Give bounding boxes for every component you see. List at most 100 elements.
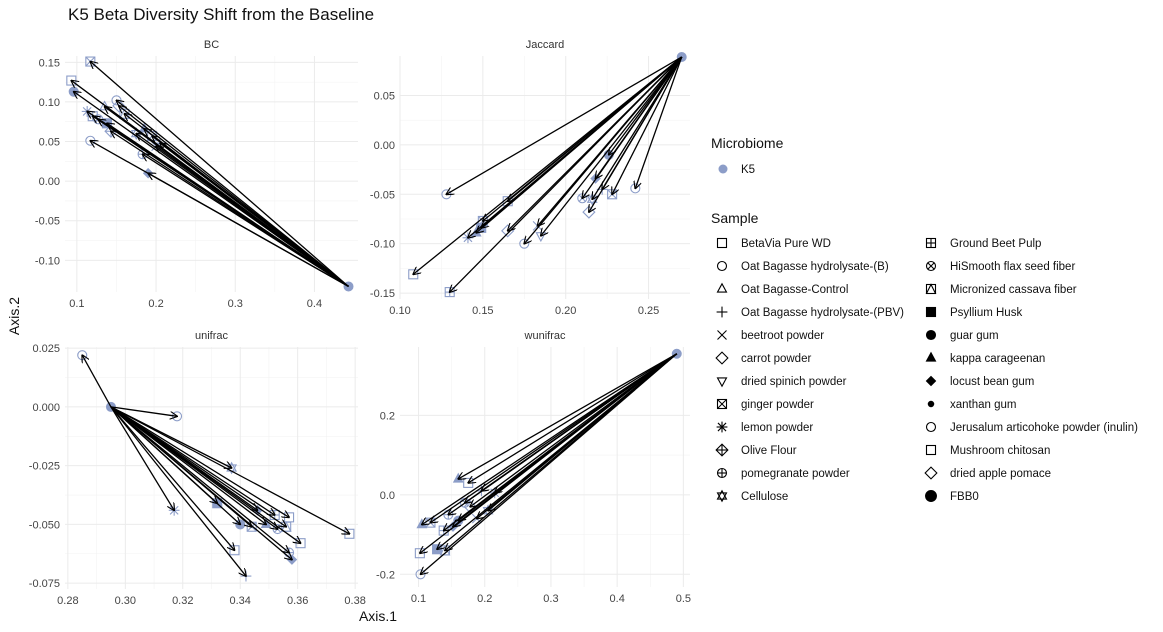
- sample-point: [582, 205, 596, 219]
- x-axis-title: Axis.1: [359, 608, 397, 624]
- legend-label-k5: K5: [741, 164, 755, 176]
- shift-arrow: [592, 56, 683, 199]
- legend-item: locust bean gum: [925, 375, 1034, 388]
- legend-label: Oat Bagasse hydrolysate-(PBV): [741, 307, 904, 319]
- legend-key-shape: [716, 260, 728, 272]
- shift-arrow: [110, 406, 286, 527]
- y-axis-title: Axis.2: [6, 297, 22, 335]
- y-tick-label: 0.00: [39, 176, 60, 188]
- sample-legend-items: BetaVia Pure WD Oat Bagasse hydrolysate-(…: [715, 237, 1138, 503]
- y-tick-label: -0.10: [35, 255, 60, 267]
- x-tick-label: 0.3: [543, 593, 558, 605]
- y-tick-label: -0.15: [370, 288, 395, 300]
- legend-item: HiSmooth flax seed fiber: [925, 260, 1075, 273]
- shift-arrow: [458, 353, 678, 479]
- legend-key-shape: [925, 490, 937, 502]
- legend-item: Oat Bagasse hydrolysate-(B): [716, 260, 889, 273]
- legend-label: FBB0: [950, 491, 979, 503]
- legend-key-shape: [716, 237, 728, 249]
- legend-item: dried apple pomace: [924, 466, 1051, 480]
- legend-label: carrot powder: [741, 353, 811, 365]
- legend-item: Oat Bagasse hydrolysate-(PBV): [716, 306, 904, 319]
- legend-label: beetroot powder: [741, 330, 824, 342]
- y-tick-label: -0.075: [29, 578, 60, 590]
- shift-arrow: [148, 173, 349, 288]
- legend-item: Micronized cassava fiber: [925, 283, 1077, 296]
- legend-label: Oat Bagasse hydrolysate-(B): [741, 261, 889, 273]
- legend-title-microbiome: Microbiome: [711, 135, 784, 151]
- sample-point: [535, 232, 547, 243]
- legend-label: Mushroom chitosan: [950, 445, 1050, 457]
- chart-title: K5 Beta Diversity Shift from the Baselin…: [68, 5, 374, 24]
- shift-arrow: [110, 406, 292, 560]
- legend-item: BetaVia Pure WD: [716, 237, 831, 250]
- shift-arrow: [156, 146, 349, 287]
- legend: Microbiome K5 Sample BetaVia Pure WD Oat …: [711, 135, 1138, 503]
- legend-key-shape: [715, 443, 729, 457]
- legend-label: ginger powder: [741, 399, 814, 411]
- shift-arrow: [90, 62, 349, 287]
- legend-key-shape: [715, 351, 729, 365]
- legend-label: Cellulose: [741, 491, 788, 503]
- shift-arrow: [609, 56, 683, 155]
- x-tick-label: 0.5: [676, 593, 691, 605]
- panel-title-jaccard: Jaccard: [526, 39, 565, 51]
- legend-label: guar gum: [950, 330, 999, 342]
- legend-key-shape: [716, 282, 728, 293]
- legend-label: Jerusalum articohoke powder (inulin): [950, 422, 1138, 434]
- shift-arrow: [508, 56, 683, 201]
- x-tick-label: 0.36: [287, 595, 308, 607]
- legend-item: Jerusalum articohoke powder (inulin): [925, 421, 1138, 434]
- y-tick-label: 0.000: [32, 402, 60, 414]
- legend-label: xanthan gum: [950, 399, 1017, 411]
- x-tick-label: 0.4: [610, 593, 625, 605]
- shift-arrow: [110, 406, 235, 550]
- legend-key-shape: [925, 444, 937, 456]
- legend-item: lemon powder: [716, 421, 813, 434]
- y-tick-label: -0.025: [29, 461, 60, 473]
- arrows-bc: [71, 62, 349, 288]
- legend-item: Mushroom chitosan: [925, 444, 1050, 457]
- x-tick-label: 0.25: [638, 305, 659, 317]
- shift-arrow: [110, 406, 174, 510]
- legend-item: kappa carageenan: [925, 351, 1045, 365]
- legend-item: Ground Beet Pulp: [925, 237, 1041, 250]
- legend-key-shape: [716, 489, 728, 503]
- arrows-unifrac: [82, 355, 349, 576]
- x-tick-label: 0.32: [172, 595, 193, 607]
- x-tick-label: 0.1: [411, 593, 426, 605]
- y-tick-label: -0.05: [35, 216, 60, 228]
- legend-label: dried apple pomace: [950, 468, 1051, 480]
- x-tick-label: 0.2: [477, 593, 492, 605]
- legend-item: FBB0: [925, 490, 979, 503]
- legend-label: kappa carageenan: [950, 353, 1045, 365]
- legend-item: xanthan gum: [927, 399, 1017, 411]
- x-tick-label: 0.28: [57, 595, 78, 607]
- arrows-wunifrac: [420, 353, 678, 575]
- y-tick-label: 0.00: [374, 140, 395, 152]
- legend-label: BetaVia Pure WD: [741, 238, 831, 250]
- sample-point: [452, 472, 464, 483]
- legend-item: Oat Bagasse-Control: [716, 282, 848, 296]
- legend-key-shape: [925, 283, 937, 295]
- x-tick-label: 0.1: [69, 298, 84, 310]
- x-tick-label: 0.30: [115, 595, 136, 607]
- shift-arrow: [538, 56, 683, 226]
- shift-arrow: [110, 406, 301, 543]
- shift-arrow: [495, 353, 678, 493]
- shift-arrow: [160, 143, 349, 287]
- legend-label: dried spinich powder: [741, 376, 847, 388]
- legend-label: Olive Flour: [741, 445, 797, 457]
- panel-bc: BC 0.1 0.2 0.3 0.4 -0.10 -0.05 0.00 0.05 0.10 0.15: [35, 39, 358, 310]
- legend-item: dried spinich powder: [716, 376, 847, 388]
- x-tick-label: 0.38: [344, 595, 365, 607]
- legend-key-shape: [925, 351, 937, 362]
- legend-label: Oat Bagasse-Control: [741, 284, 848, 296]
- y-tick-label: 0.2: [380, 410, 395, 422]
- shift-arrow: [110, 406, 246, 576]
- legend-key-shape: [927, 400, 935, 408]
- panel-title-unifrac: unifrac: [195, 330, 229, 342]
- x-tick-label: 0.34: [230, 595, 251, 607]
- legend-label: Ground Beet Pulp: [950, 238, 1041, 250]
